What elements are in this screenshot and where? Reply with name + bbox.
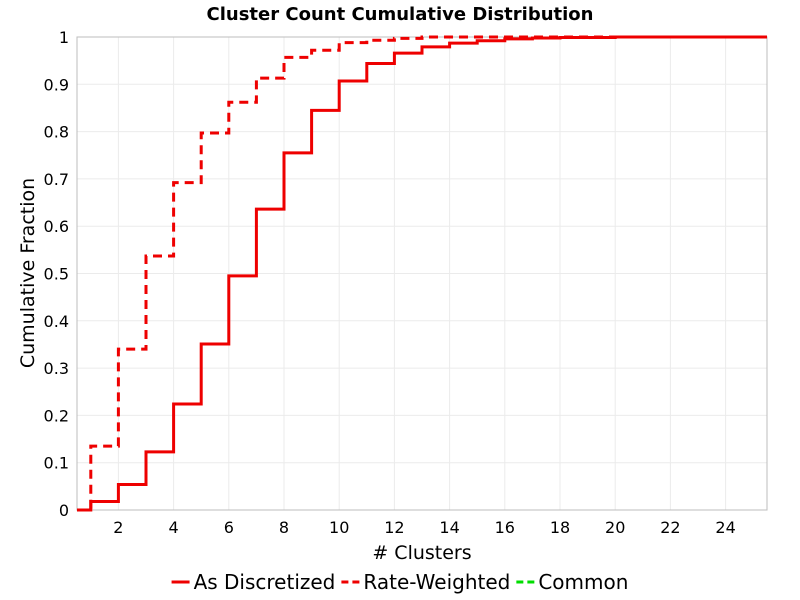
y-tick-label: 1 bbox=[59, 28, 69, 47]
y-tick-label: 0.7 bbox=[44, 170, 69, 189]
legend-label-as-discretized: As Discretized bbox=[194, 570, 336, 594]
y-axis-label: Cumulative Fraction bbox=[17, 178, 39, 368]
y-tick-label: 0.1 bbox=[44, 454, 69, 473]
x-tick-label: 12 bbox=[384, 518, 404, 537]
y-tick-label: 0.6 bbox=[44, 217, 69, 236]
y-tick-label: 0.3 bbox=[44, 359, 69, 378]
x-tick-label: 6 bbox=[224, 518, 234, 537]
x-tick-label: 10 bbox=[329, 518, 349, 537]
y-tick-label: 0.5 bbox=[44, 265, 69, 284]
y-tick-label: 0.9 bbox=[44, 75, 69, 94]
series-line-rate-weighted bbox=[77, 35, 767, 512]
y-tick-label: 0.2 bbox=[44, 406, 69, 425]
x-tick-label: 16 bbox=[495, 518, 515, 537]
y-tick-label: 0 bbox=[59, 501, 69, 520]
x-tick-label: 18 bbox=[550, 518, 570, 537]
x-tick-label: 2 bbox=[113, 518, 123, 537]
chart-title: Cluster Count Cumulative Distribution bbox=[207, 4, 594, 25]
x-tick-label: 24 bbox=[715, 518, 735, 537]
x-tick-label: 20 bbox=[605, 518, 625, 537]
y-tick-label: 0.8 bbox=[44, 123, 69, 142]
x-tick-label: 8 bbox=[279, 518, 289, 537]
x-tick-label: 22 bbox=[660, 518, 680, 537]
legend-label-common: Common bbox=[538, 570, 628, 594]
series-line-as-discretized bbox=[77, 35, 767, 512]
x-axis-label: # Clusters bbox=[372, 542, 471, 564]
legend-label-rate-weighted: Rate-Weighted bbox=[363, 570, 510, 594]
x-tick-label: 4 bbox=[169, 518, 179, 537]
x-tick-labels: 2 4 6 8 10 12 14 16 18 20 22 24 bbox=[113, 518, 735, 537]
y-tick-labels: 0 0.1 0.2 0.3 0.4 0.5 0.6 0.7 0.8 0.9 1 bbox=[44, 28, 69, 520]
y-tick-label: 0.4 bbox=[44, 312, 69, 331]
x-tick-label: 14 bbox=[439, 518, 459, 537]
series-lines bbox=[77, 35, 767, 512]
legend: As Discretized Rate-Weighted Common bbox=[171, 570, 628, 594]
